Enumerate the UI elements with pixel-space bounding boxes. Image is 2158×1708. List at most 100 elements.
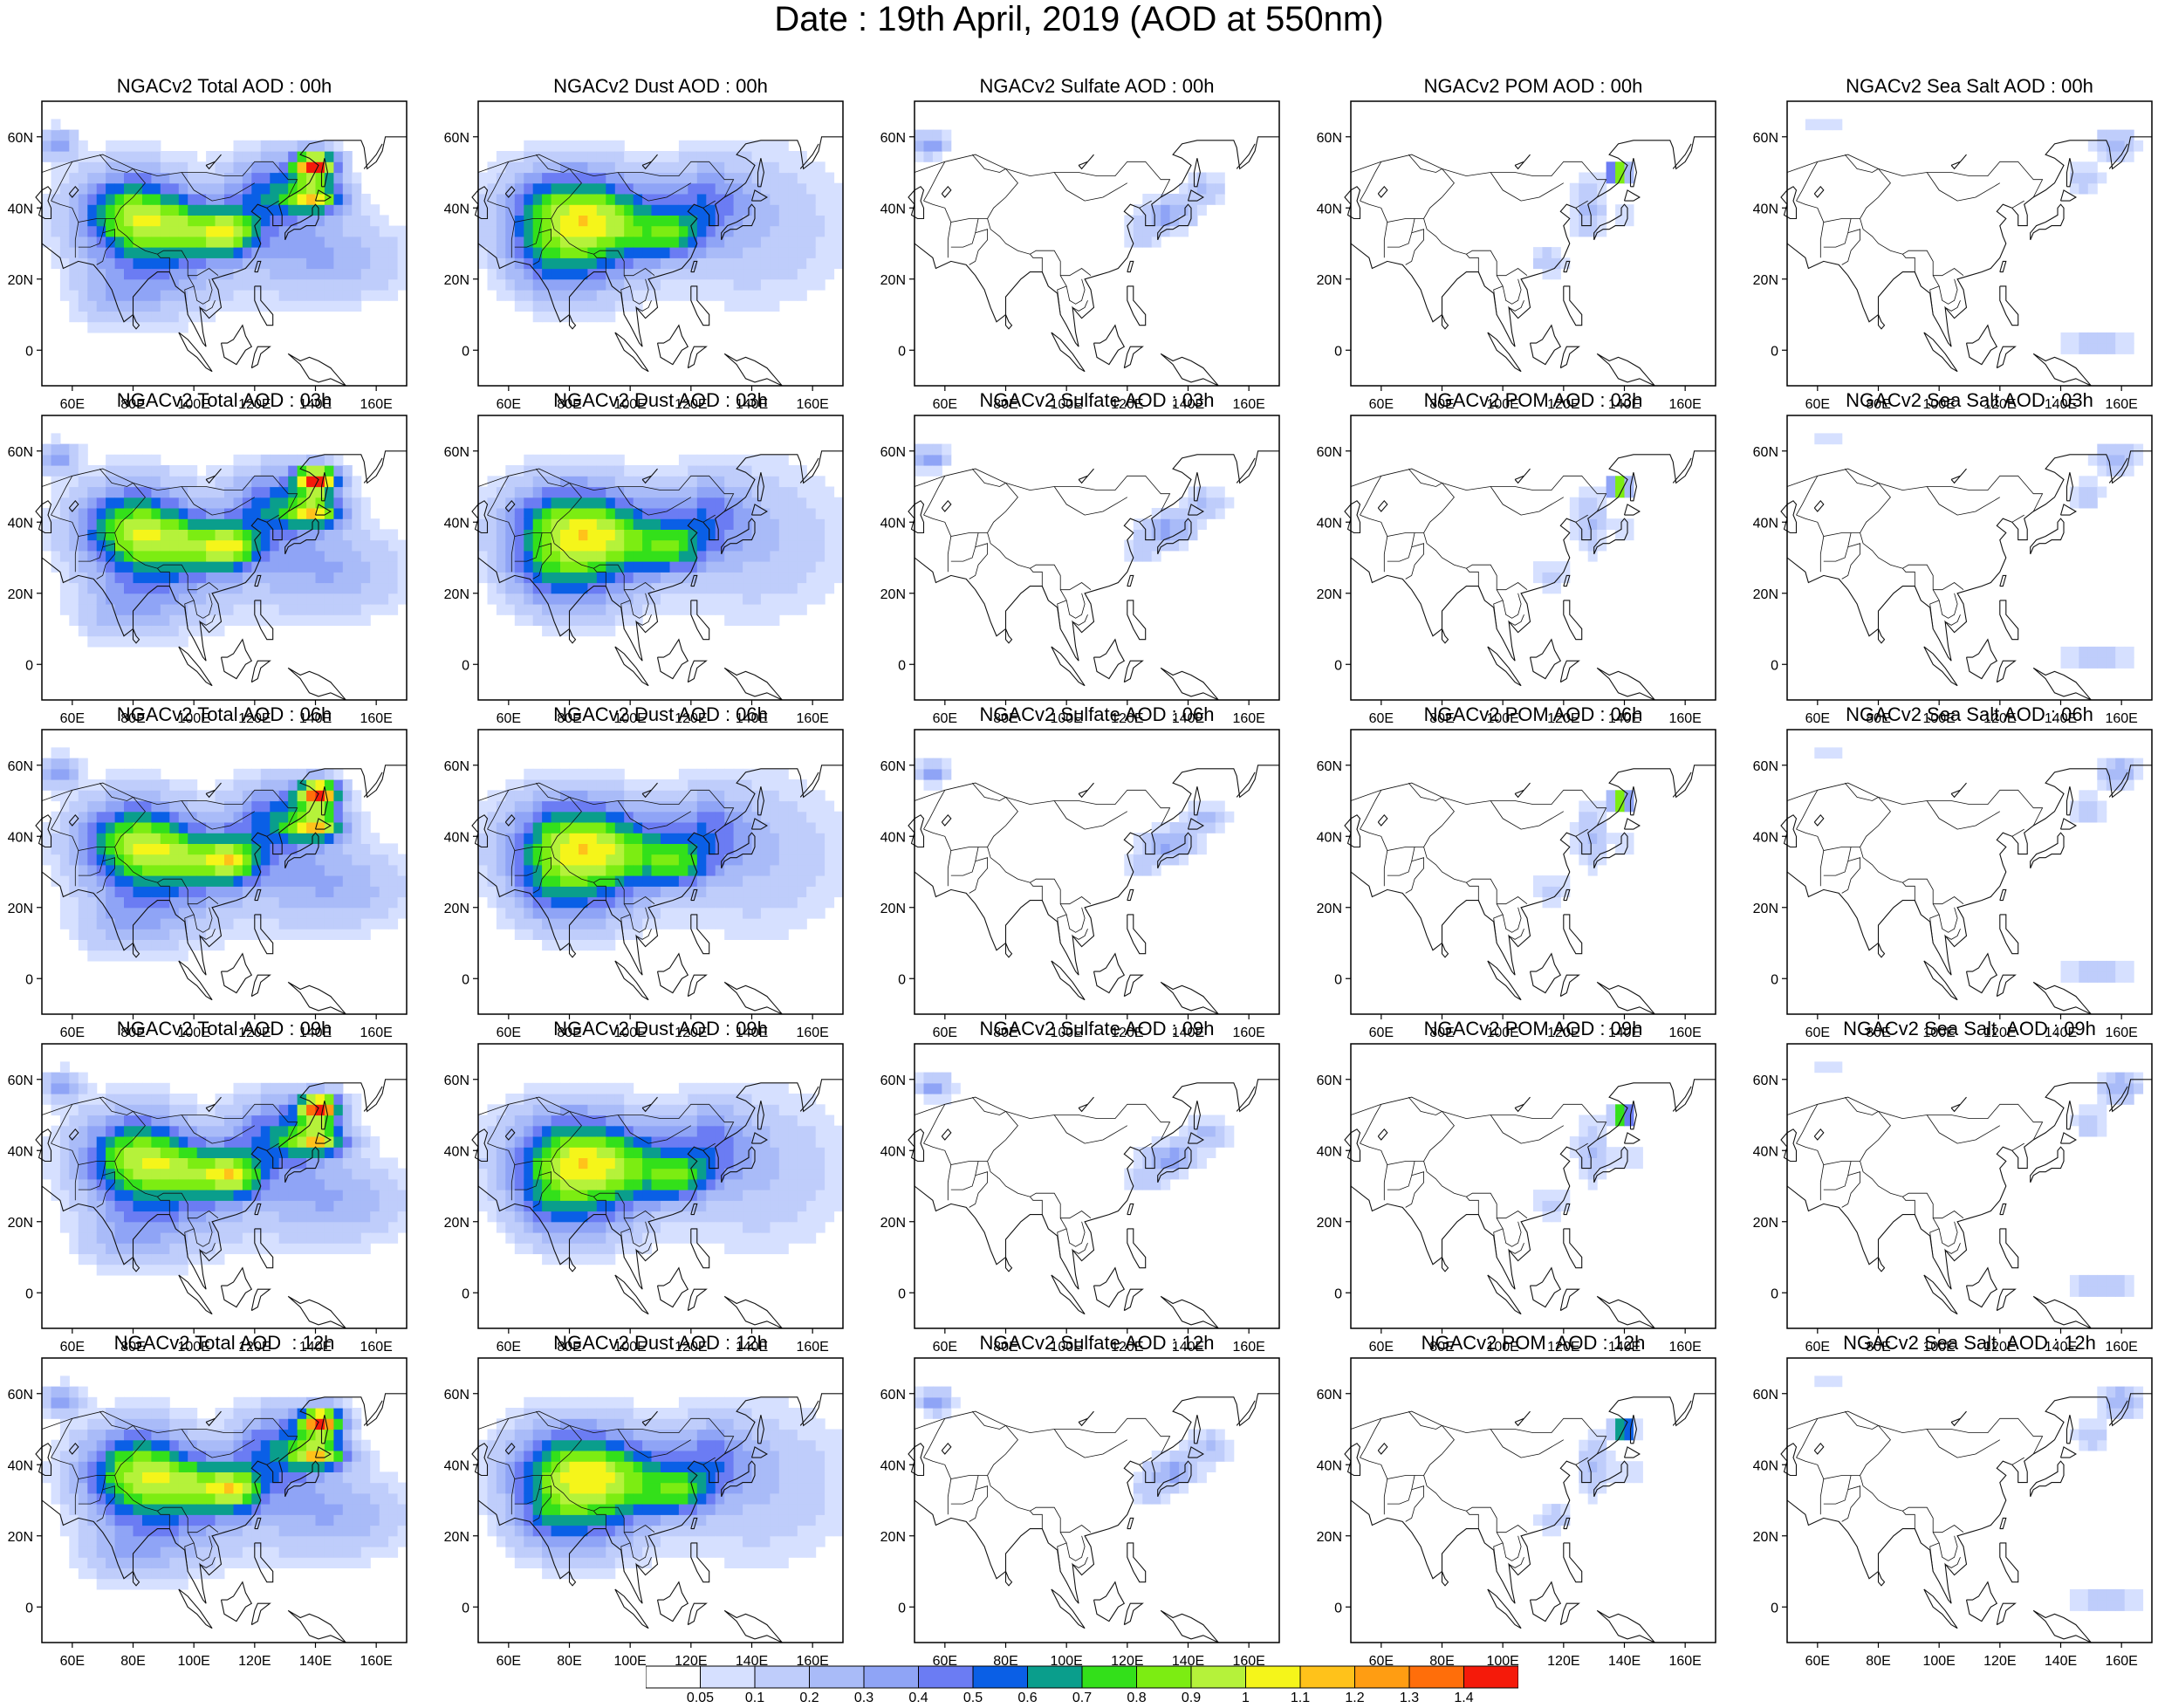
country-border	[1383, 536, 1388, 573]
coastline	[254, 888, 262, 902]
x-tick-label: 80E	[993, 1025, 1017, 1040]
country-border	[635, 1557, 652, 1568]
aod-field	[1533, 161, 1634, 280]
y-tick-label: 40N	[1317, 1458, 1342, 1473]
coastline	[908, 500, 925, 534]
coastline	[1593, 832, 1628, 869]
aod-field	[478, 768, 844, 951]
country-border	[510, 1164, 516, 1201]
coastline	[614, 332, 649, 373]
aod-field	[915, 443, 1235, 562]
coastline	[1051, 1274, 1086, 1315]
coastline	[363, 457, 383, 484]
coastline	[690, 574, 698, 587]
country-border	[1139, 514, 1152, 523]
country-border	[51, 790, 73, 830]
country-border	[199, 1557, 216, 1568]
country-border	[532, 1485, 551, 1522]
coastline	[1350, 450, 1716, 662]
coastline	[1563, 1542, 1583, 1583]
country-border	[635, 300, 652, 312]
map-panel: NGACv2 Sea Salt AOD : 00h 60E 80E 100E 120E 1…	[1745, 75, 2158, 412]
colorbar-swatch	[918, 1665, 974, 1689]
colorbar-swatch	[1245, 1665, 1301, 1689]
x-tick-label: 140E	[1608, 711, 1641, 726]
coastline	[220, 952, 253, 994]
coastline	[1877, 628, 1886, 644]
coastline	[284, 518, 319, 555]
coastline	[1596, 667, 1655, 701]
x-tick-label: 120E	[1547, 1340, 1579, 1355]
coastline	[41, 1079, 407, 1290]
country-border	[74, 1478, 79, 1515]
colorbar-label: 0.8	[1127, 1691, 1147, 1705]
coastline	[1965, 638, 1998, 680]
country-border	[623, 903, 649, 933]
coastline	[721, 203, 756, 241]
coastline	[284, 203, 319, 241]
coastline	[1965, 952, 1998, 994]
coastline	[1078, 1410, 1094, 1427]
coastline	[1127, 914, 1147, 955]
country-border	[702, 828, 716, 837]
country-border	[950, 1475, 979, 1505]
coastline	[690, 914, 710, 955]
y-tick-label: 0	[462, 972, 469, 987]
country-border	[74, 1164, 79, 1201]
x-tick-label: 140E	[736, 1654, 768, 1669]
coastline	[799, 772, 819, 798]
country-border	[1490, 800, 1565, 830]
country-border	[1057, 1542, 1067, 1572]
coastline	[568, 314, 577, 330]
coastline	[1004, 1571, 1013, 1587]
coastline	[1999, 285, 2019, 326]
country-border	[969, 1171, 988, 1208]
y-tick-label: 20N	[8, 587, 33, 602]
x-tick-label: 160E	[1232, 397, 1264, 412]
x-tick-label: 100E	[613, 711, 646, 726]
country-border	[535, 782, 570, 801]
x-tick-label: 100E	[1050, 711, 1082, 726]
country-border	[2011, 1457, 2024, 1465]
colorbar-swatch	[809, 1665, 865, 1689]
coastline	[687, 974, 708, 998]
y-tick-label: 40N	[1753, 830, 1778, 845]
map-frame	[1786, 415, 2153, 701]
x-tick-label: 100E	[177, 1340, 209, 1355]
map-frame	[914, 1357, 1280, 1643]
country-border	[1508, 300, 1524, 312]
country-border	[1932, 275, 1958, 305]
coastline	[287, 1295, 346, 1329]
country-border	[1929, 1542, 1940, 1572]
country-border	[1030, 1196, 1043, 1215]
country-border	[41, 154, 298, 198]
coastline	[941, 1442, 952, 1455]
coastline	[1160, 667, 1219, 701]
x-tick-label: 80E	[993, 1340, 1017, 1355]
country-border	[78, 218, 106, 248]
map-panel: NGACv2 Dust AOD : 12h 60E 80E 100E 120E 140E 1…	[436, 1332, 873, 1669]
country-border	[487, 168, 582, 223]
coastline	[757, 1101, 764, 1130]
coastline	[1877, 1571, 1886, 1587]
x-tick-label: 140E	[736, 711, 768, 726]
coastline	[1672, 457, 1692, 484]
country-border	[510, 1478, 516, 1515]
x-tick-label: 60E	[1805, 397, 1830, 412]
y-tick-label: 20N	[8, 902, 33, 916]
y-tick-label: 0	[1771, 1601, 1778, 1615]
country-border	[1383, 850, 1388, 887]
country-border	[487, 1418, 510, 1458]
country-border	[1496, 903, 1522, 933]
coastline	[254, 1203, 262, 1216]
country-border	[1841, 1171, 1860, 1208]
coastline	[205, 1096, 222, 1113]
coastline	[35, 500, 52, 534]
x-tick-label: 140E	[1172, 1654, 1204, 1669]
coastline	[656, 324, 689, 366]
coastline	[1004, 1257, 1013, 1272]
y-tick-label: 20N	[444, 273, 469, 288]
country-border	[593, 1196, 606, 1215]
country-border	[1902, 881, 1915, 901]
x-tick-label: 120E	[1983, 1654, 2016, 1669]
